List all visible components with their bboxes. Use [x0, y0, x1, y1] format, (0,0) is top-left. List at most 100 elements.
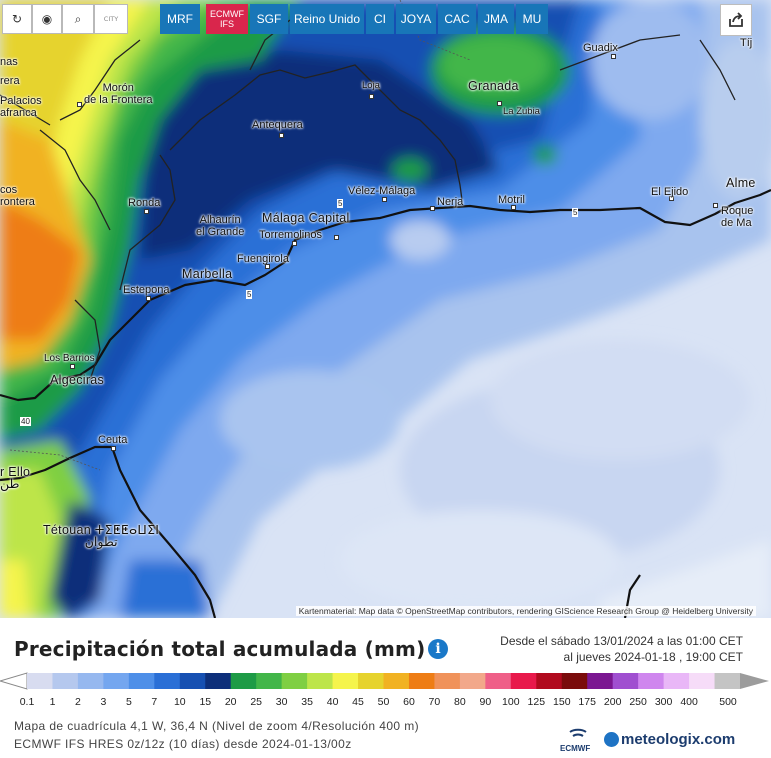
city-fuengirola[interactable]: Fuengirola [237, 253, 289, 265]
city-dot [279, 133, 284, 138]
location-pin-icon[interactable]: ◉ [32, 4, 62, 34]
model-ecmwf-button[interactable]: ECMWF IFS [206, 4, 248, 34]
city-dot [430, 206, 435, 211]
city-antequera[interactable]: Antequera [252, 119, 303, 131]
road-number: 40 [20, 417, 31, 426]
scale-swatch [179, 673, 206, 689]
scale-label: 5 [125, 696, 132, 708]
color-scale-labels: 0.1 1 2 3 5 7 10 15 20 25 30 35 40 45 50 60 70 80 90 100 125… [0, 696, 771, 710]
scale-swatch [714, 673, 741, 689]
city-algeciras[interactable]: Algeciras [50, 373, 105, 387]
city-tetouan[interactable]: Tétouan ⵜⵉⵟⵟⴰⵡⵉⵏ تطوان [43, 523, 160, 549]
city-granada[interactable]: Granada [468, 79, 519, 93]
city-motril[interactable]: Motril [498, 194, 525, 206]
scale-swatch [230, 673, 257, 689]
scale-swatch [307, 673, 334, 689]
scale-label: 25 [250, 696, 263, 708]
model-sgf-button[interactable]: SGF [250, 4, 288, 34]
city-loja[interactable]: Loja [362, 80, 380, 91]
scale-swatch [332, 673, 359, 689]
scale-label: 175 [578, 696, 596, 708]
zoom-icon[interactable]: ⌕ [62, 4, 94, 34]
meteologix-logo[interactable]: meteologix.com [604, 731, 735, 748]
scale-swatch [561, 673, 588, 689]
city-ronda[interactable]: Ronda [128, 197, 161, 209]
scale-label: 0.1 [19, 696, 35, 708]
ecmwf-logo-icon [569, 728, 587, 737]
city-utrera[interactable]: rera [0, 75, 20, 87]
scale-label: 7 [151, 696, 158, 708]
city-dot [146, 296, 151, 301]
scale-swatch [205, 673, 232, 689]
city-guadix[interactable]: Guadix [583, 42, 618, 54]
city-malaga[interactable]: Málaga Capital [262, 211, 350, 225]
scale-label: 90 [479, 696, 492, 708]
road-number: 5 [246, 290, 253, 299]
city-lazubia[interactable]: La Zubia [503, 106, 540, 117]
scale-swatch [256, 673, 283, 689]
map-attribution: Kartenmaterial: Map data © OpenStreetMap… [295, 606, 756, 616]
scale-swatch [77, 673, 104, 689]
city-palacios[interactable]: Palacios afranca [0, 95, 42, 119]
scale-swatch [612, 673, 639, 689]
scale-swatch [459, 673, 486, 689]
city-roquetas[interactable]: Roque de Ma [721, 205, 754, 229]
city-toggle-button[interactable]: CITY [94, 4, 128, 34]
scale-label: 30 [275, 696, 288, 708]
date-to: al jueves 2024-01-18 , 19:00 CET [563, 650, 743, 664]
city-tijola[interactable]: Tíj [740, 37, 753, 49]
city-ceuta[interactable]: Ceuta [98, 434, 128, 446]
scale-swatch [408, 673, 435, 689]
date-from: Desde el sábado 13/01/2024 a las 01:00 C… [500, 634, 743, 648]
city-arcos[interactable]: cos rontera [0, 184, 35, 208]
scale-label: 500 [719, 696, 737, 708]
city-nerja[interactable]: Nerja [437, 196, 464, 208]
scale-swatch [27, 673, 53, 689]
scale-label: 1 [49, 696, 56, 708]
info-icon[interactable]: i [428, 639, 448, 659]
scale-label: 150 [553, 696, 571, 708]
precipitation-map[interactable]: ↻ ◉ ⌕ CITY MRF ECMWF IFS SGF Reino Unido … [0, 0, 771, 618]
scale-swatch [281, 673, 308, 689]
city-losbarrios[interactable]: Los Barrios [44, 353, 95, 364]
scale-swatch [103, 673, 130, 689]
city-torremolinos[interactable]: Torremolinos [259, 229, 322, 241]
city-dot [144, 209, 149, 214]
map-canvas [0, 0, 771, 618]
model-jma-button[interactable]: JMA [478, 4, 514, 34]
city-dot [369, 94, 374, 99]
model-joya-button[interactable]: JOYA [396, 4, 436, 34]
run-info: ECMWF IFS HRES 0z/12z (10 días) desde 20… [14, 737, 352, 751]
city-marbella[interactable]: Marbella [182, 267, 233, 281]
scale-swatch [638, 673, 665, 689]
city-moron[interactable]: Morón de la Frontera [84, 82, 153, 106]
city-alhaurin[interactable]: Alhaurín el Grande [196, 214, 245, 238]
city-dot [334, 235, 339, 240]
city-dot [713, 203, 718, 208]
scale-label: 250 [629, 696, 647, 708]
city-elejido[interactable]: El Ejido [651, 186, 689, 198]
model-ci-button[interactable]: CI [366, 4, 394, 34]
refresh-icon[interactable]: ↻ [2, 4, 32, 34]
city-estepona[interactable]: Estepona [123, 284, 170, 296]
city-ksar[interactable]: r Ello طن [0, 465, 31, 491]
city-nas[interactable]: nas [0, 56, 18, 68]
scale-label: 100 [502, 696, 520, 708]
scale-swatch [485, 673, 512, 689]
city-dot [497, 101, 502, 106]
model-mu-button[interactable]: MU [516, 4, 548, 34]
globe-icon [604, 732, 619, 747]
scale-label: 200 [603, 696, 622, 708]
scale-label: 45 [352, 696, 364, 708]
model-cac-button[interactable]: CAC [438, 4, 476, 34]
scale-label: 400 [680, 696, 698, 708]
city-velez[interactable]: Vélez-Málaga [348, 185, 416, 197]
city-almeria[interactable]: Alme [726, 176, 756, 190]
scale-label: 80 [454, 696, 466, 708]
scale-swatch [689, 673, 716, 689]
share-icon[interactable] [720, 4, 752, 36]
scale-label: 125 [527, 696, 546, 708]
scale-swatch [358, 673, 384, 689]
model-mrf-button[interactable]: MRF [160, 4, 200, 34]
model-uk-button[interactable]: Reino Unido [290, 4, 364, 34]
